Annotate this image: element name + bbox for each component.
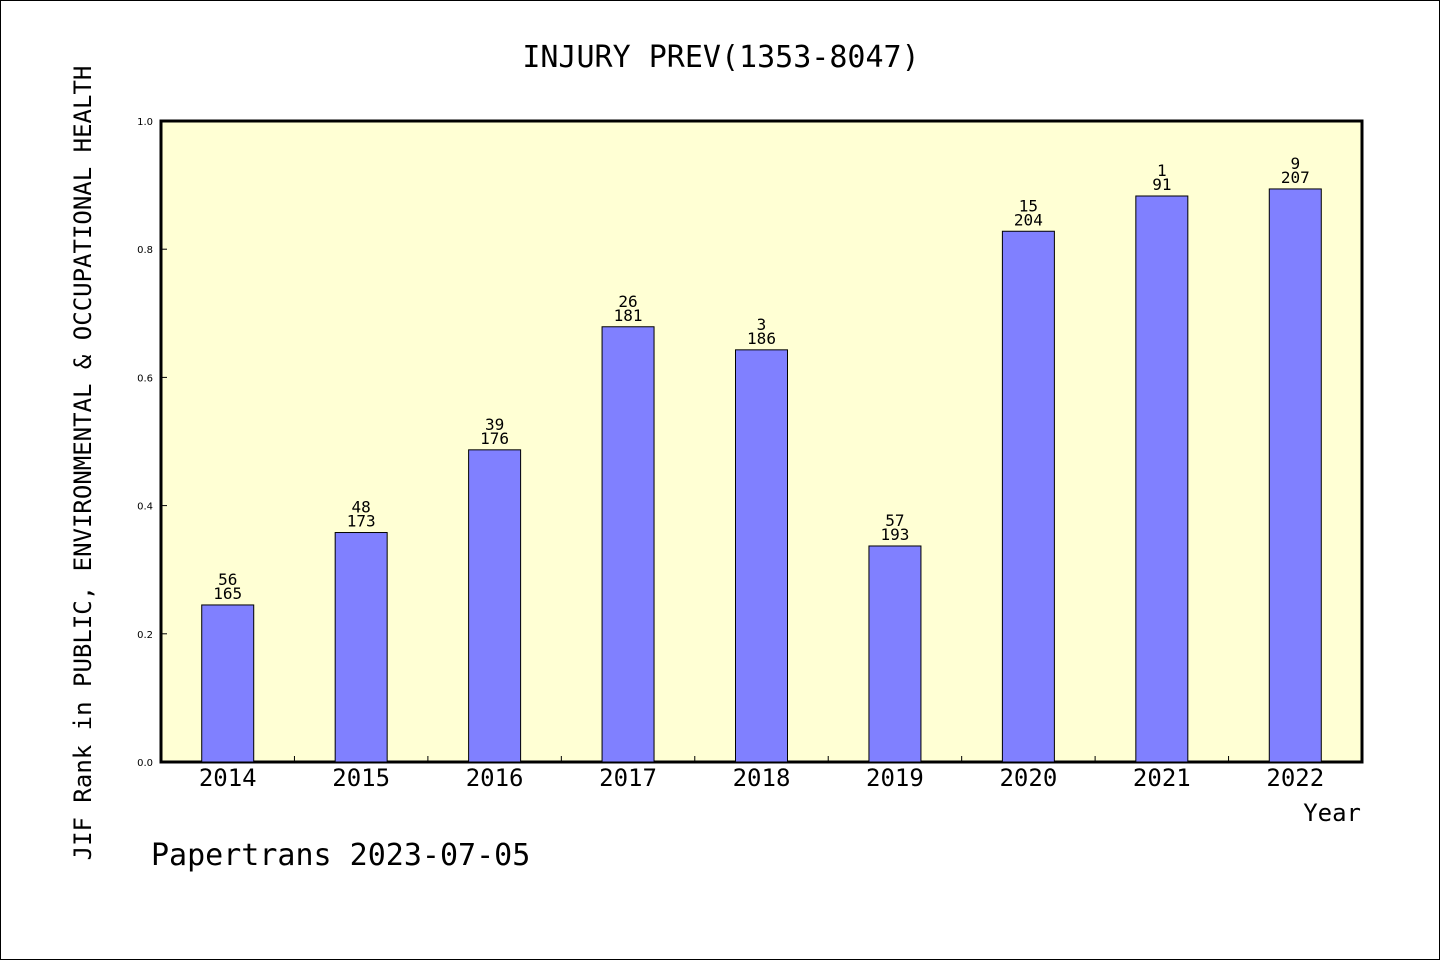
x-tick-label: 2021 <box>1133 764 1191 792</box>
bar-2016 <box>468 449 522 763</box>
bar-2015 <box>334 532 388 763</box>
y-axis: 0.0 0.2 0.4 0.6 0.8 1.0 <box>137 117 167 769</box>
x-tick-label: 2016 <box>466 764 524 792</box>
bar-rank-label: 26 <box>618 292 637 311</box>
x-tick-label: 2014 <box>199 764 257 792</box>
y-tick-label: 0.0 <box>137 758 153 769</box>
bar-2020 <box>1001 230 1055 763</box>
x-axis: 2014 2015 2016 2017 2018 2019 2020 2021 2022 <box>199 756 1324 792</box>
y-axis-label: JIF Rank in PUBLIC, ENVIRONMENTAL & OCCU… <box>69 66 97 861</box>
bar-rank-label: 48 <box>352 498 371 517</box>
bar-total-label: 165 <box>213 584 242 603</box>
y-tick-label: 0.6 <box>137 373 153 384</box>
bar-2021 <box>1135 195 1189 763</box>
bar-rank-label: 15 <box>1019 196 1038 215</box>
footer-credit: Papertrans 2023-07-05 <box>151 838 530 873</box>
x-tick-label: 2019 <box>866 764 924 792</box>
y-tick-label: 0.2 <box>137 630 153 641</box>
x-tick-label: 2017 <box>599 764 657 792</box>
bar-total-label: 91 <box>1152 175 1171 194</box>
bar-rank-label: 1 <box>1157 161 1167 180</box>
bar-2017 <box>601 326 655 763</box>
y-tick-label: 0.8 <box>137 245 153 256</box>
bar-total-label: 207 <box>1281 168 1310 187</box>
x-tick-label: 2018 <box>733 764 791 792</box>
bar-total-label: 204 <box>1014 210 1043 229</box>
y-tick-label: 0.4 <box>137 502 153 513</box>
bar-total-label: 193 <box>880 525 909 544</box>
x-tick-label: 2022 <box>1266 764 1324 792</box>
bar-total-label: 181 <box>614 306 643 325</box>
bar-total-label: 176 <box>480 429 509 448</box>
bar-2022 <box>1268 188 1322 763</box>
bar-2018 <box>735 349 788 763</box>
bar-total-label: 173 <box>347 512 376 531</box>
x-axis-label: Year <box>1303 799 1361 827</box>
bar-2014 <box>201 604 255 763</box>
x-tick-label: 2015 <box>332 764 390 792</box>
bar-rank-label: 56 <box>218 570 237 589</box>
bar-rank-label: 9 <box>1290 154 1300 173</box>
chart-title: INJURY PREV(1353-8047) <box>522 40 919 75</box>
bar-2019 <box>868 545 922 763</box>
x-tick-label: 2020 <box>999 764 1057 792</box>
bar-total-label: 186 <box>747 329 776 348</box>
bar-series <box>201 188 1322 763</box>
bar-rank-label: 3 <box>757 315 767 334</box>
bar-rank-label: 57 <box>885 511 904 530</box>
bar-rank-label: 39 <box>485 415 504 434</box>
y-tick-label: 1.0 <box>137 117 153 128</box>
